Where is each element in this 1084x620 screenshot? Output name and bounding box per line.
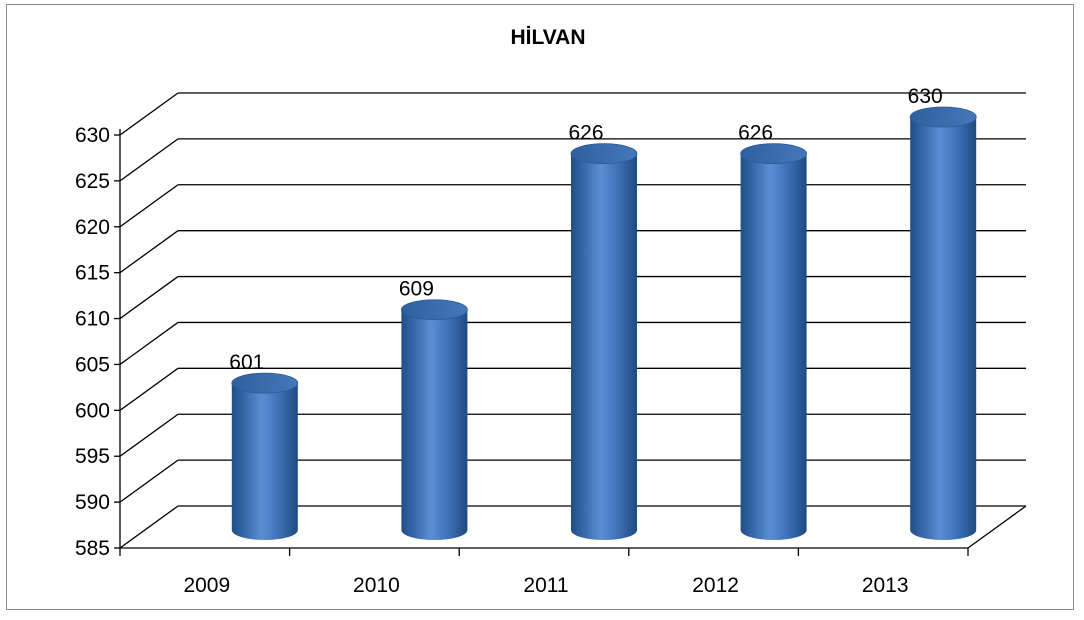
bar-2012: [740, 143, 807, 540]
bar-top: [740, 143, 807, 165]
gridline-side: [119, 321, 179, 365]
chart-frame: [6, 4, 1074, 610]
x-tick-label: 2010: [353, 574, 400, 597]
bar-body: [910, 117, 977, 540]
x-tick-label: 2013: [862, 574, 909, 597]
bar-2010: [400, 299, 468, 540]
bar-top: [400, 299, 468, 321]
bar-body: [231, 383, 298, 540]
labels: 601 2009 609 2010 626 2011 626 2012 630 2013: [183, 85, 942, 597]
gridline-side: [119, 367, 179, 411]
y-tick-label: 595: [75, 445, 110, 468]
bar-top: [570, 143, 638, 165]
y-tick-label: 615: [75, 262, 110, 285]
bar-body: [571, 153, 637, 540]
gridline-side: [119, 276, 179, 320]
gridline-side: [119, 505, 179, 549]
gridline-side: [119, 413, 179, 457]
chart-title: HİLVAN: [510, 26, 585, 49]
x-tick-label: 2011: [523, 574, 568, 597]
y-tick-label: 585: [75, 537, 110, 560]
x-tick-label: 2009: [183, 574, 230, 597]
data-label: 630: [908, 85, 943, 108]
bar-2011: [570, 143, 638, 540]
y-tick-label: 620: [75, 216, 110, 239]
bar-body: [740, 153, 807, 540]
bar-2013: [909, 106, 977, 540]
y-tick-label: 590: [75, 491, 110, 514]
bar-top: [231, 372, 299, 394]
bar-body: [401, 309, 468, 540]
gridline-side: [119, 184, 179, 228]
data-label: 626: [738, 122, 773, 145]
y-tick-label: 630: [75, 124, 110, 147]
y-tick-label: 625: [75, 170, 110, 193]
x-tick-label: 2012: [692, 574, 739, 597]
y-tick-label: 610: [75, 308, 110, 331]
axes: 585 590 595 600 605 610 615 620 625 630: [75, 124, 1027, 560]
gridline-side: [119, 92, 179, 136]
data-label: 626: [568, 122, 603, 145]
gridline-side: [119, 230, 179, 274]
gridline-side: [119, 138, 179, 182]
y-tick-label: 600: [75, 399, 110, 422]
gridline-side: [119, 459, 179, 503]
bars: [231, 106, 977, 540]
data-label: 609: [399, 278, 434, 301]
y-tick-label: 605: [75, 353, 110, 376]
data-label: 601: [229, 351, 264, 374]
bar-2009: [231, 372, 299, 540]
bar-top: [909, 106, 977, 128]
